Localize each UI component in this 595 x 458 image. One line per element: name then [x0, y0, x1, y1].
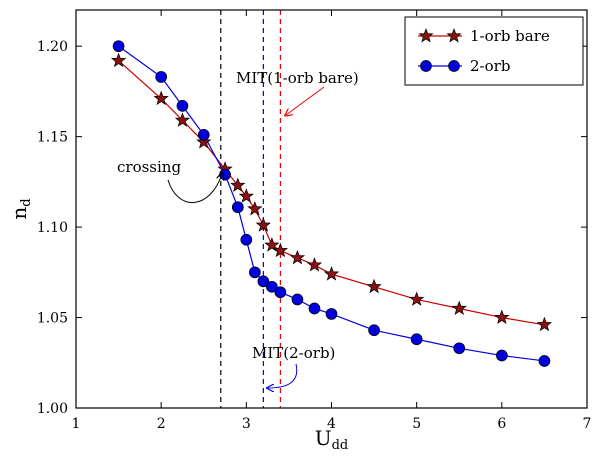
- y-tick-label: 1.05: [37, 311, 68, 327]
- data-point-series-0: [451, 300, 467, 315]
- legend-markers-2orb: [420, 60, 460, 72]
- data-point-series-0: [110, 52, 127, 68]
- data-point-series-1: [257, 275, 270, 288]
- legend-label-2orb: 2-orb: [470, 57, 510, 75]
- x-tick-label: 1: [72, 416, 81, 432]
- data-point-series-0: [494, 309, 510, 325]
- axis-ticks: 1 2 3 4 5 6 7 1.00 1.05 1.10 1.15 1.20: [37, 10, 592, 432]
- data-point-series-0: [536, 316, 553, 332]
- data-point-series-1: [368, 324, 380, 337]
- data-point-series-0: [323, 266, 340, 281]
- data-point-series-0: [264, 237, 280, 252]
- y-axis-title-sub: d: [19, 198, 34, 206]
- mit-2orb-arrow: [268, 363, 298, 388]
- data-point-series-1: [176, 100, 189, 112]
- legend: 1-orb bare 2-orb: [404, 16, 584, 86]
- data-point-series-1: [538, 355, 551, 367]
- data-point-series-1: [197, 128, 210, 141]
- x-tick-label: 3: [242, 416, 251, 432]
- data-point-series-0: [230, 177, 246, 192]
- legend-marker-1orb-a: [418, 28, 434, 43]
- data-point-series-1: [308, 302, 321, 315]
- data-point-series-0: [306, 257, 323, 272]
- y-tick-label: 1.00: [37, 401, 68, 417]
- data-point-series-1: [155, 71, 168, 83]
- legend-marker-1orb-b: [446, 28, 462, 43]
- data-point-series-1: [266, 280, 278, 293]
- data-point-series-0: [366, 278, 382, 294]
- x-axis-title: Udd: [315, 426, 349, 453]
- data-point-series-0: [289, 249, 306, 265]
- data-point-series-0: [196, 134, 212, 149]
- data-point-series-0: [255, 217, 271, 232]
- x-tick-label: 7: [583, 416, 592, 432]
- x-tick-label: 6: [497, 416, 506, 432]
- x-axis-title-main: U: [315, 426, 332, 450]
- data-point-series-1: [219, 168, 231, 181]
- annotation-mit-1orb: MIT(1-orb bare): [236, 69, 359, 87]
- x-tick-label: 4: [327, 416, 336, 432]
- data-point-series-0: [247, 201, 263, 216]
- data-point-series-1: [291, 293, 304, 306]
- data-point-series-1: [453, 342, 466, 355]
- legend-box: [404, 16, 584, 86]
- data-point-series-0: [174, 112, 191, 127]
- data-point-series-1: [495, 349, 508, 362]
- data-point-series-1: [240, 233, 253, 246]
- data-point-series-1: [410, 333, 423, 346]
- x-axis-title-sub: dd: [332, 438, 349, 453]
- data-point-series-1: [231, 201, 244, 214]
- y-axis-title-main: n: [7, 207, 31, 220]
- legend-marker-2orb-a: [420, 60, 432, 72]
- data-point-series-1: [249, 266, 261, 279]
- data-point-series-1: [112, 40, 125, 53]
- legend-marker-2orb-b: [448, 60, 460, 72]
- data-point-series-1: [325, 308, 338, 320]
- data-point-series-0: [153, 90, 169, 106]
- plot-series: [110, 40, 553, 367]
- reference-lines: [220, 10, 281, 408]
- y-tick-label: 1.15: [37, 130, 68, 146]
- crossing-arrow: [167, 174, 222, 204]
- data-point-series-0: [409, 291, 425, 306]
- data-point-series-0: [238, 188, 254, 203]
- y-tick-label: 1.20: [37, 39, 68, 55]
- legend-label-1orb: 1-orb bare: [470, 27, 550, 45]
- y-tick-label: 1.10: [37, 220, 68, 236]
- data-point-series-0: [272, 242, 289, 258]
- x-tick-label: 5: [412, 416, 421, 432]
- y-axis-title: nd: [7, 198, 34, 219]
- mit-1orb-arrow: [286, 86, 325, 115]
- annotation-mit-2orb: MIT(2-orb): [252, 344, 335, 362]
- data-point-series-1: [274, 286, 287, 299]
- x-tick-label: 2: [157, 416, 166, 432]
- legend-markers-1orb: [418, 28, 462, 43]
- annotation-crossing: crossing: [117, 158, 181, 176]
